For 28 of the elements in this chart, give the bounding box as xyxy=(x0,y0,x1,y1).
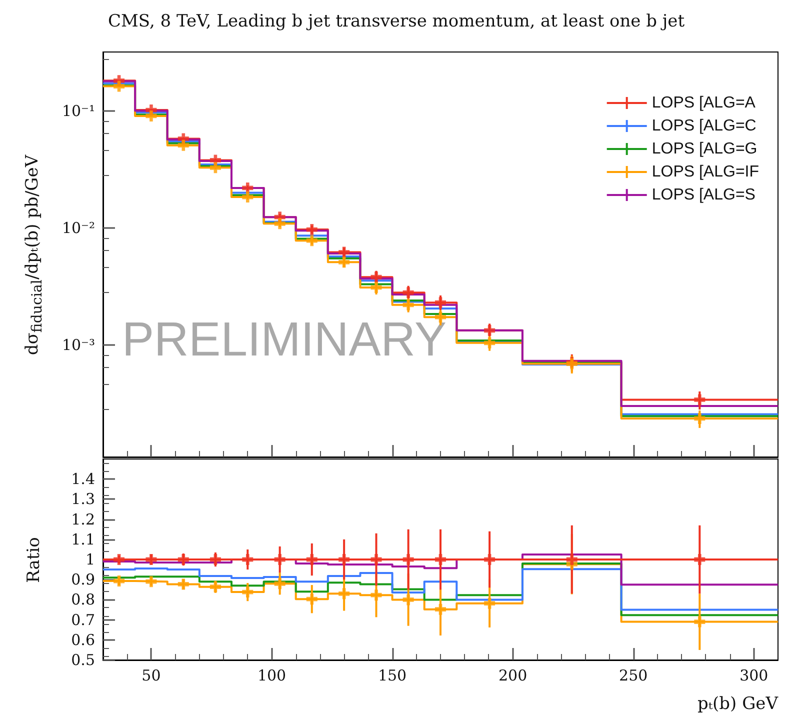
y-tick-label: 1.3 xyxy=(71,490,95,508)
x-axis-title: pₜ(b) GeV xyxy=(697,694,778,714)
y-tick-label: 0.5 xyxy=(71,651,95,669)
y-tick-label: 1 xyxy=(85,550,95,568)
y-axis-title: Ratio xyxy=(24,536,44,582)
y-tick-label: 0.7 xyxy=(71,610,95,629)
y-tick-label: 1.4 xyxy=(71,470,95,488)
x-tick-label: 150 xyxy=(378,666,407,684)
x-tick-label: 50 xyxy=(142,666,161,684)
legend-label: LOPS [ALG=G xyxy=(652,140,758,158)
y-tick-label: 10⁻² xyxy=(62,218,95,237)
x-tick-label: 100 xyxy=(257,666,286,684)
y-tick-label: 0.6 xyxy=(71,630,95,649)
x-tick-label: 300 xyxy=(740,666,768,684)
chart-title: CMS, 8 TeV, Leading b jet transverse momentum, at least one b jet xyxy=(108,12,685,32)
legend-label: LOPS [ALG=C xyxy=(652,118,756,134)
x-tick-label: 250 xyxy=(619,666,648,684)
y-tick-label: 1.2 xyxy=(71,510,95,528)
legend-label: LOPS [ALG=S xyxy=(652,186,756,204)
y-tick-label: 0.8 xyxy=(71,590,95,609)
y-tick-label: 10⁻³ xyxy=(62,336,95,354)
x-tick-label: 200 xyxy=(498,666,528,684)
annotation: PRELIMINARY xyxy=(122,314,447,366)
legend-label: LOPS [ALG=A xyxy=(652,94,756,112)
y-tick-label: 0.9 xyxy=(71,570,95,589)
y-tick-label: 10⁻¹ xyxy=(62,102,95,120)
legend-label: LOPS [ALG=IF xyxy=(652,164,760,180)
y-tick-label: 1.1 xyxy=(71,530,95,548)
